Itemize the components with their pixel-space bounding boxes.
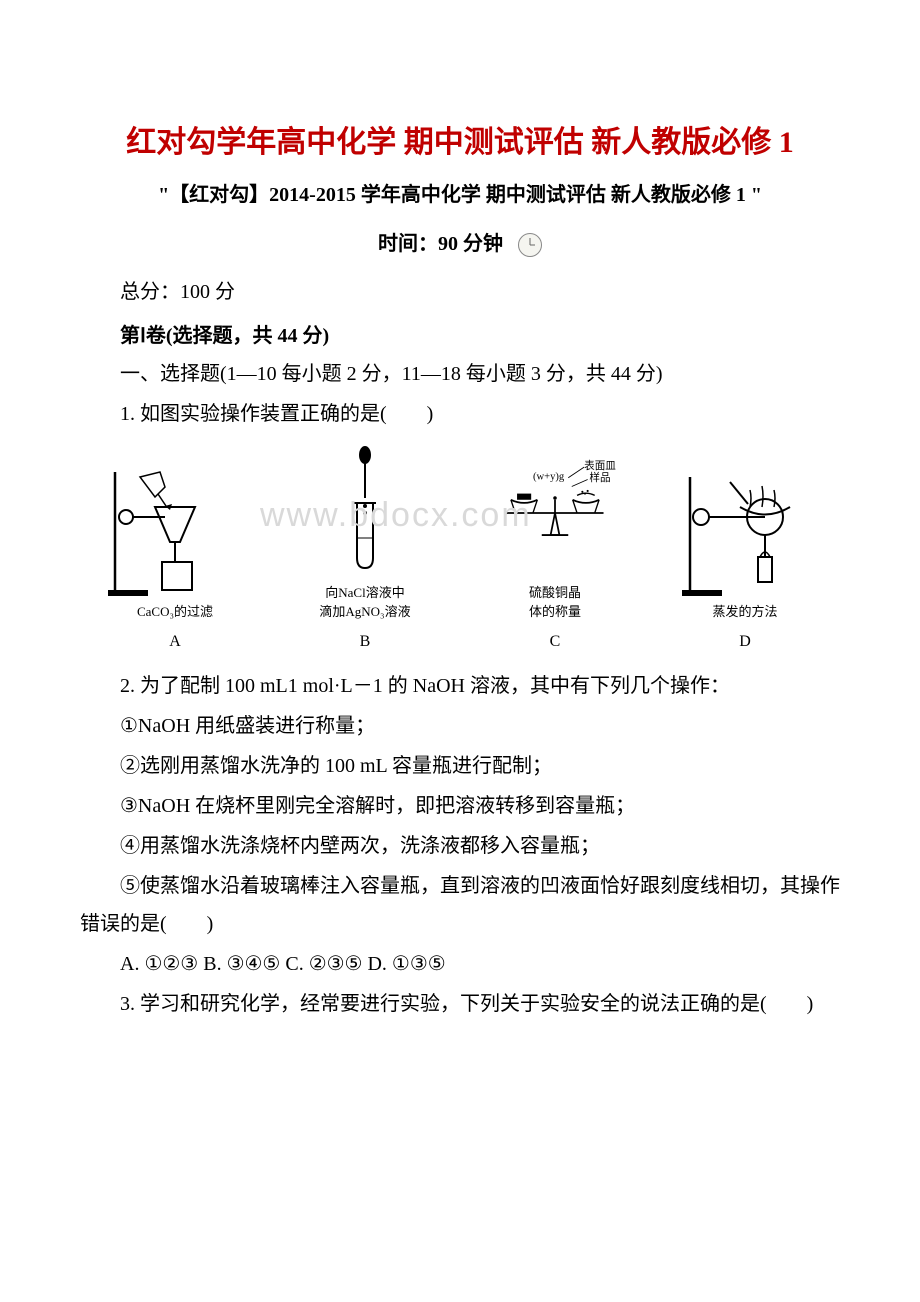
figure-wrap: www.bdocx.com CaCO₃的过滤 — [80, 443, 840, 657]
fig-b-caption1: 向NaCl溶液中 — [325, 585, 404, 602]
fig-letter-b: B — [290, 627, 440, 657]
time-row: 时间：90 分钟 — [80, 225, 840, 263]
svg-text:(w+y)g: (w+y)g — [533, 471, 565, 482]
q2-options: A. ①②③ B. ③④⑤ C. ②③⑤ D. ①③⑤ — [80, 945, 840, 983]
fig-c-caption1: 硫酸铜晶 — [529, 585, 581, 602]
fig-b-caption2: 滴加AgNO₃溶液 — [319, 604, 410, 621]
part1-head: 第Ⅰ卷(选择题，共 44 分) — [80, 317, 840, 355]
total-score: 总分：100 分 — [80, 273, 840, 311]
doc-title: 红对勾学年高中化学 期中测试评估 新人教版必修 1 — [80, 120, 840, 165]
doc-subtitle: "【红对勾】2014-2015 学年高中化学 期中测试评估 新人教版必修 1 " — [80, 181, 840, 209]
question-2: 2. 为了配制 100 mL1 mol·L－1 的 NaOH 溶液，其中有下列几… — [80, 667, 840, 705]
fig-d-caption: 蒸发的方法 — [712, 604, 777, 621]
question-3: 3. 学习和研究化学，经常要进行实验，下列关于实验安全的说法正确的是( ) — [80, 985, 840, 1023]
figure-row: CaCO₃的过滤 向NaCl溶液中 滴加AgNO₃溶液 (w+y)g 表面皿 样… — [80, 443, 840, 621]
q2-step-4: ④用蒸馏水洗涤烧杯内壁两次，洗涤液都移入容量瓶； — [80, 827, 840, 865]
balance-diagram-icon: (w+y)g 表面皿 样品 — [480, 443, 630, 583]
figure-c: (w+y)g 表面皿 样品 — [480, 443, 630, 621]
q2-step-5: ⑤使蒸馏水沿着玻璃棒注入容量瓶，直到溶液的凹液面恰好跟刻度线相切，其操作错误的是… — [80, 867, 840, 943]
figure-b: 向NaCl溶液中 滴加AgNO₃溶液 — [290, 443, 440, 621]
part1-desc: 一、选择题(1—10 每小题 2 分，11—18 每小题 3 分，共 44 分) — [80, 355, 840, 393]
clock-icon — [518, 233, 542, 257]
time-label: 时间：90 分钟 — [378, 233, 503, 255]
evaporate-diagram-icon — [670, 462, 820, 602]
fig-letter-d: D — [670, 627, 820, 657]
question-1: 1. 如图实验操作装置正确的是( ) — [80, 395, 840, 433]
filter-diagram-icon — [100, 462, 250, 602]
fig-letter-a: A — [100, 627, 250, 657]
figure-letters: A B C D — [80, 627, 840, 657]
svg-text:样品: 样品 — [589, 471, 610, 484]
q2-step-3: ③NaOH 在烧杯里刚完全溶解时，即把溶液转移到容量瓶； — [80, 787, 840, 825]
fig-letter-c: C — [480, 627, 630, 657]
q2-step-1: ①NaOH 用纸盛装进行称量； — [80, 707, 840, 745]
q2-step-2: ②选刚用蒸馏水洗净的 100 mL 容量瓶进行配制； — [80, 747, 840, 785]
figure-a: CaCO₃的过滤 — [100, 462, 250, 621]
svg-text:表面皿: 表面皿 — [584, 459, 616, 472]
figure-d: 蒸发的方法 — [670, 462, 820, 621]
fig-c-caption2: 体的称量 — [529, 604, 581, 621]
fig-a-caption: CaCO₃的过滤 — [137, 604, 213, 621]
dropper-diagram-icon — [290, 443, 440, 583]
